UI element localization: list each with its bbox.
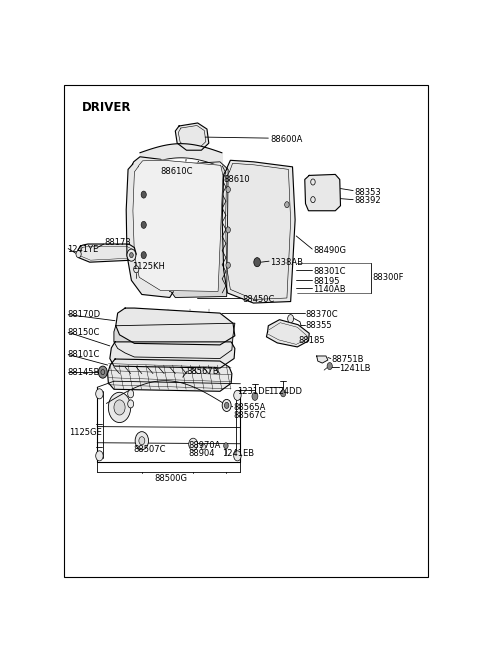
Text: 88450C: 88450C bbox=[242, 295, 275, 304]
Circle shape bbox=[139, 437, 145, 445]
Text: 88751B: 88751B bbox=[332, 355, 364, 364]
Text: 1338AB: 1338AB bbox=[270, 257, 303, 267]
Circle shape bbox=[225, 402, 229, 409]
Polygon shape bbox=[317, 356, 328, 363]
Text: 88904: 88904 bbox=[189, 449, 215, 458]
Text: 88565A: 88565A bbox=[233, 403, 265, 412]
Circle shape bbox=[108, 392, 131, 422]
Polygon shape bbox=[110, 342, 235, 368]
Text: 88301C: 88301C bbox=[313, 267, 346, 276]
Circle shape bbox=[226, 227, 230, 233]
Polygon shape bbox=[126, 157, 173, 297]
Circle shape bbox=[133, 266, 139, 272]
Circle shape bbox=[128, 400, 133, 408]
Circle shape bbox=[254, 257, 261, 267]
Circle shape bbox=[226, 262, 230, 269]
Circle shape bbox=[201, 443, 205, 450]
Text: 1231DE: 1231DE bbox=[237, 387, 270, 396]
Text: 88185: 88185 bbox=[298, 337, 324, 345]
Text: 88170D: 88170D bbox=[67, 310, 101, 319]
Text: 88507C: 88507C bbox=[133, 445, 166, 454]
Circle shape bbox=[135, 432, 148, 450]
Polygon shape bbox=[266, 320, 309, 347]
Text: 1125KH: 1125KH bbox=[132, 262, 166, 271]
Text: 1125GE: 1125GE bbox=[69, 428, 102, 437]
Text: 88101C: 88101C bbox=[67, 350, 100, 359]
Text: 1140AB: 1140AB bbox=[313, 285, 346, 294]
Circle shape bbox=[182, 167, 186, 172]
Text: 88145B: 88145B bbox=[67, 367, 100, 377]
Circle shape bbox=[96, 451, 103, 461]
Circle shape bbox=[234, 390, 241, 400]
Text: 1124DD: 1124DD bbox=[268, 387, 302, 396]
Circle shape bbox=[285, 202, 289, 208]
Circle shape bbox=[195, 167, 199, 172]
Circle shape bbox=[224, 443, 228, 449]
Polygon shape bbox=[222, 160, 295, 303]
Text: 88567C: 88567C bbox=[233, 411, 265, 420]
Circle shape bbox=[128, 390, 133, 398]
Text: 88610C: 88610C bbox=[160, 168, 193, 176]
Polygon shape bbox=[133, 160, 223, 291]
Circle shape bbox=[141, 191, 146, 198]
Text: 1241LB: 1241LB bbox=[339, 364, 371, 373]
Circle shape bbox=[96, 389, 103, 399]
Text: 88173: 88173 bbox=[105, 238, 132, 247]
Circle shape bbox=[193, 164, 201, 174]
Circle shape bbox=[127, 249, 136, 261]
Circle shape bbox=[76, 251, 81, 257]
Circle shape bbox=[288, 314, 294, 323]
Circle shape bbox=[226, 187, 230, 193]
Text: 88370C: 88370C bbox=[305, 310, 338, 318]
Circle shape bbox=[222, 400, 231, 411]
Polygon shape bbox=[78, 244, 136, 262]
Text: 88600A: 88600A bbox=[270, 135, 302, 143]
Circle shape bbox=[180, 164, 188, 174]
Polygon shape bbox=[305, 174, 340, 211]
Polygon shape bbox=[175, 123, 209, 150]
Polygon shape bbox=[108, 359, 232, 391]
Text: 88150C: 88150C bbox=[67, 328, 100, 337]
Circle shape bbox=[114, 400, 125, 415]
Circle shape bbox=[141, 252, 146, 259]
Circle shape bbox=[327, 363, 332, 369]
Text: 1241EB: 1241EB bbox=[222, 449, 254, 458]
Text: 1241YE: 1241YE bbox=[67, 244, 99, 253]
Text: 88567B: 88567B bbox=[186, 367, 219, 375]
Text: 88355: 88355 bbox=[305, 321, 332, 330]
Text: 88392: 88392 bbox=[354, 196, 381, 205]
Text: 88353: 88353 bbox=[354, 187, 381, 196]
Text: 88490G: 88490G bbox=[313, 246, 346, 255]
Text: 88300F: 88300F bbox=[372, 273, 404, 282]
Text: 88970A: 88970A bbox=[189, 441, 221, 450]
Text: 88500G: 88500G bbox=[155, 474, 188, 483]
Circle shape bbox=[98, 366, 107, 378]
Circle shape bbox=[189, 438, 198, 450]
Polygon shape bbox=[116, 308, 235, 345]
Circle shape bbox=[234, 451, 241, 461]
Circle shape bbox=[252, 392, 258, 400]
Circle shape bbox=[130, 253, 133, 257]
Text: 88610: 88610 bbox=[224, 175, 250, 184]
Circle shape bbox=[141, 221, 146, 229]
Text: 88195: 88195 bbox=[313, 277, 339, 286]
Polygon shape bbox=[170, 162, 228, 297]
Polygon shape bbox=[114, 323, 235, 358]
Text: DRIVER: DRIVER bbox=[83, 102, 132, 115]
Circle shape bbox=[281, 390, 286, 397]
